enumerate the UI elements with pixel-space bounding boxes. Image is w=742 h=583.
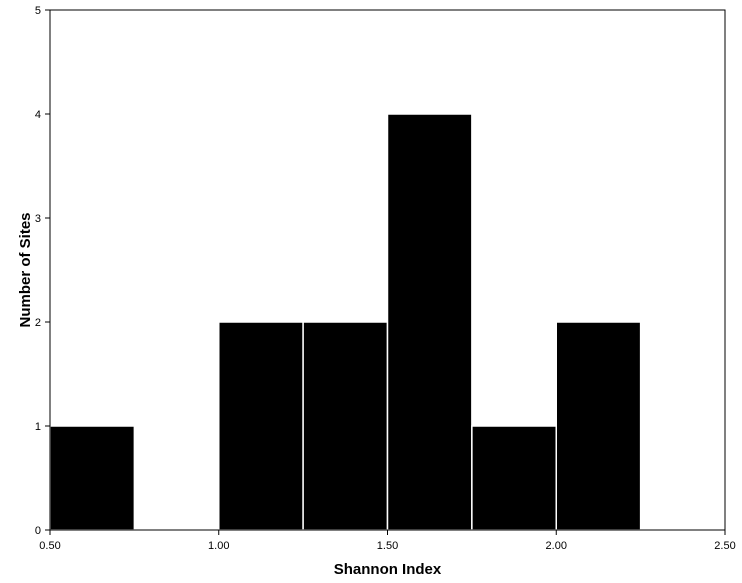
y-tick-label: 0 — [35, 525, 41, 537]
histogram-bar — [49, 425, 136, 531]
y-axis-title: Number of Sites — [17, 212, 34, 327]
histogram-bar — [555, 321, 642, 531]
y-tick-label: 4 — [35, 109, 41, 121]
x-tick-label: 2.00 — [546, 540, 567, 552]
y-tick-label: 3 — [35, 213, 41, 225]
y-tick-label: 2 — [35, 317, 41, 329]
ticks-layer: 0.50 1.00 1.50 2.00 2.50 0 1 2 3 4 5 — [35, 5, 736, 552]
x-tick-label: 1.50 — [377, 540, 398, 552]
histogram-bar — [218, 321, 304, 531]
x-axis-title: Shannon Index — [334, 561, 442, 578]
x-tick-label: 2.50 — [714, 540, 735, 552]
y-tick-label: 1 — [35, 421, 41, 433]
histogram-bar — [386, 113, 473, 531]
histogram-bar — [302, 321, 389, 531]
x-tick-label: 1.00 — [208, 540, 229, 552]
x-tick-label: 0.50 — [39, 540, 60, 552]
histogram-bar — [471, 425, 557, 531]
y-tick-label: 5 — [35, 5, 41, 17]
bars-layer — [49, 113, 642, 531]
